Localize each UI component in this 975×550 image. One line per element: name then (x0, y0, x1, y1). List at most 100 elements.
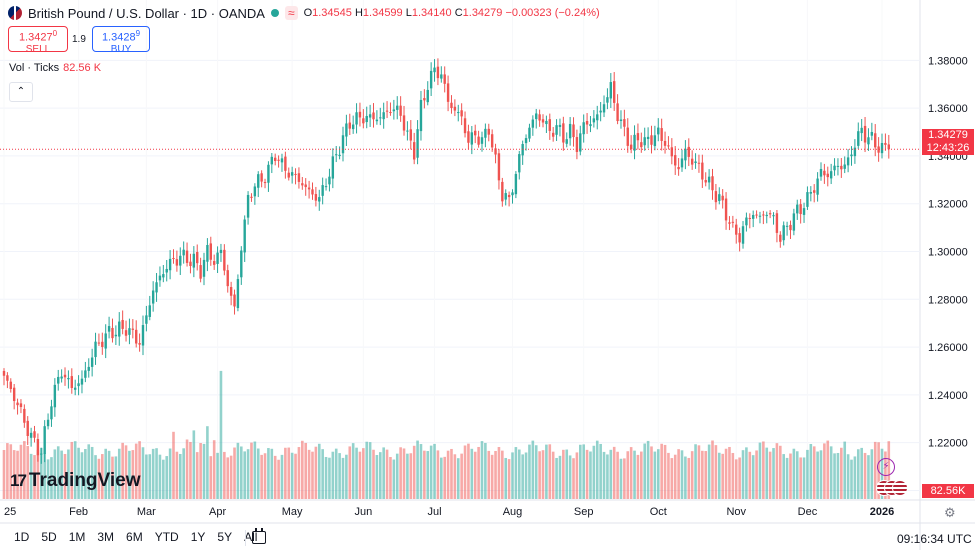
candle-body (728, 222, 731, 224)
range-5d[interactable]: 5D (41, 530, 57, 544)
volume-bar (250, 442, 253, 499)
range-3m[interactable]: 3M (97, 530, 115, 544)
volume-bar (589, 451, 592, 499)
candle-body (135, 329, 138, 344)
volume-bar (531, 440, 535, 499)
economic-events-icon[interactable] (876, 480, 908, 496)
candle-body (653, 135, 657, 147)
volume-bar (385, 449, 389, 499)
candle-body (460, 110, 463, 117)
volume-bar (677, 449, 680, 499)
volume-bar (406, 453, 409, 499)
volume-bar (521, 454, 524, 499)
volume-bar (358, 451, 362, 499)
candle-body (94, 341, 97, 358)
candle-body (121, 319, 124, 329)
candle-body (423, 98, 426, 101)
candle-body (718, 194, 721, 201)
volume-bar (382, 447, 385, 499)
volume-bar (511, 452, 514, 499)
volume-bar (131, 450, 135, 499)
volume-bar (701, 450, 704, 499)
volume-bar (111, 456, 114, 499)
candle-body (758, 215, 762, 217)
candle-body (155, 282, 158, 293)
candle-body (138, 343, 141, 345)
volume-bar (199, 443, 202, 499)
range-ytd[interactable]: YTD (154, 530, 179, 544)
volume-bar (33, 455, 36, 499)
wave-icon[interactable]: ≈ (284, 6, 298, 20)
volume-bar (640, 451, 643, 499)
volume-bar (287, 447, 291, 499)
candle-body (484, 128, 487, 138)
range-5y[interactable]: 5Y (217, 530, 233, 544)
sell-button[interactable]: 1.34270 SELL (8, 26, 68, 55)
candle-body (694, 161, 697, 164)
x-tick-label: Aug (503, 506, 523, 518)
candle-body (867, 137, 870, 145)
candle-body (118, 321, 121, 337)
candle-body (677, 167, 680, 170)
volume-bar (514, 447, 518, 499)
candle-body (409, 129, 412, 141)
volume-bar (114, 456, 118, 499)
utc-clock[interactable]: 09:16:34 UTC (897, 532, 972, 546)
y-tick-label: 1.30000 (928, 246, 968, 258)
volume-legend[interactable]: Vol · Ticks 82.56 K (9, 62, 101, 74)
range-1d[interactable]: 1D (14, 530, 30, 544)
symbol-title[interactable]: British Pound / U.S. Dollar · 1D · OANDA (28, 5, 265, 21)
volume-bar (819, 450, 823, 499)
volume-bar (467, 443, 470, 499)
volume-bar (840, 447, 843, 499)
range-1y[interactable]: 1Y (190, 530, 206, 544)
candle-body (609, 82, 613, 99)
volume-bar (209, 456, 213, 499)
volume-bar (277, 459, 280, 499)
buy-button[interactable]: 1.34289 BUY (92, 26, 150, 55)
candle-body (392, 109, 396, 112)
volume-bar (660, 443, 663, 499)
range-1m[interactable]: 1M (68, 530, 86, 544)
volume-bar (528, 444, 531, 499)
tradingview-logo-mark-icon: 17 (10, 471, 27, 490)
calendar-go-to-date-icon[interactable] (252, 528, 266, 544)
candle-body (650, 135, 653, 145)
volume-bar (124, 445, 128, 499)
settings-gear-icon[interactable]: ⚙ (944, 505, 956, 520)
candle-body (107, 326, 111, 332)
volume-bar (341, 457, 345, 499)
volume-bar (785, 457, 789, 499)
candle-body (663, 140, 667, 146)
volume-bar (670, 458, 674, 499)
volume-bar (229, 455, 233, 499)
candle-body (690, 158, 694, 165)
candle-body (707, 176, 711, 183)
volume-bar (165, 456, 169, 499)
candle-body (802, 208, 806, 215)
volume-bar (541, 450, 545, 499)
collapse-legend-button[interactable]: ⌃ (9, 82, 33, 102)
candle-body (467, 131, 470, 143)
symbol-legend: British Pound / U.S. Dollar · 1D · OANDA… (8, 4, 600, 22)
range-6m[interactable]: 6M (126, 530, 143, 544)
candle-body (33, 431, 36, 438)
volume-bar (2, 450, 6, 499)
candle-body (450, 102, 453, 108)
candle-body (782, 225, 785, 241)
candle-body (765, 214, 768, 217)
candle-body (813, 190, 816, 193)
volume-bar (429, 445, 433, 499)
volume-bar (575, 452, 579, 499)
volume-bar (802, 457, 806, 499)
range-all[interactable]: All (244, 530, 258, 544)
candle-body (236, 279, 240, 309)
tradingview-logo[interactable]: 17 TradingView (10, 470, 141, 492)
volume-bar (202, 443, 206, 499)
candle-body (36, 439, 40, 456)
candle-body (301, 183, 304, 186)
volume-bar (572, 458, 575, 499)
lightning-icon[interactable]: ⚡ (877, 458, 895, 476)
volume-legend-label: Vol · Ticks (9, 62, 60, 74)
